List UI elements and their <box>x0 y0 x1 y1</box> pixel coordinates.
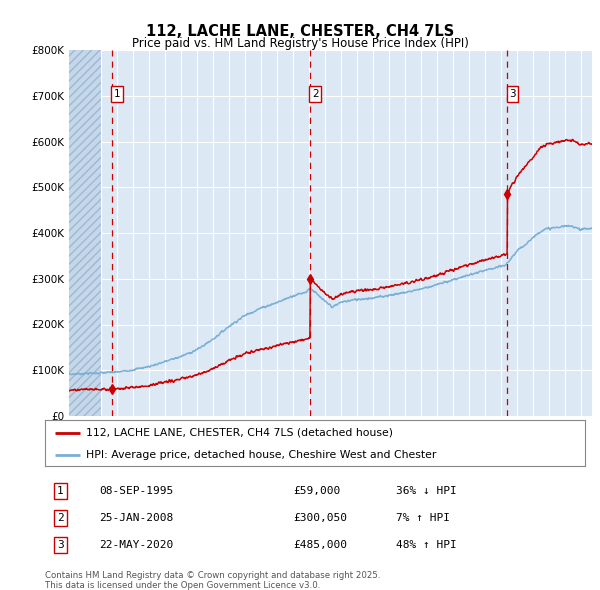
Text: 2: 2 <box>57 513 64 523</box>
Text: 3: 3 <box>57 540 64 550</box>
Text: 48% ↑ HPI: 48% ↑ HPI <box>396 540 457 550</box>
Text: 25-JAN-2008: 25-JAN-2008 <box>99 513 173 523</box>
Text: 36% ↓ HPI: 36% ↓ HPI <box>396 486 457 496</box>
Text: 7% ↑ HPI: 7% ↑ HPI <box>396 513 450 523</box>
Text: HPI: Average price, detached house, Cheshire West and Chester: HPI: Average price, detached house, Ches… <box>86 450 436 460</box>
Bar <box>69 50 101 416</box>
Text: Price paid vs. HM Land Registry's House Price Index (HPI): Price paid vs. HM Land Registry's House … <box>131 37 469 50</box>
Text: £59,000: £59,000 <box>293 486 341 496</box>
Text: 1: 1 <box>57 486 64 496</box>
Text: Contains HM Land Registry data © Crown copyright and database right 2025.
This d: Contains HM Land Registry data © Crown c… <box>45 571 380 590</box>
Text: 3: 3 <box>509 89 516 99</box>
Text: £485,000: £485,000 <box>293 540 347 550</box>
Text: 22-MAY-2020: 22-MAY-2020 <box>99 540 173 550</box>
Text: 112, LACHE LANE, CHESTER, CH4 7LS (detached house): 112, LACHE LANE, CHESTER, CH4 7LS (detac… <box>86 428 392 438</box>
Text: 2: 2 <box>312 89 319 99</box>
Text: £300,050: £300,050 <box>293 513 347 523</box>
Text: 1: 1 <box>114 89 121 99</box>
Text: 112, LACHE LANE, CHESTER, CH4 7LS: 112, LACHE LANE, CHESTER, CH4 7LS <box>146 24 454 38</box>
Text: 08-SEP-1995: 08-SEP-1995 <box>99 486 173 496</box>
